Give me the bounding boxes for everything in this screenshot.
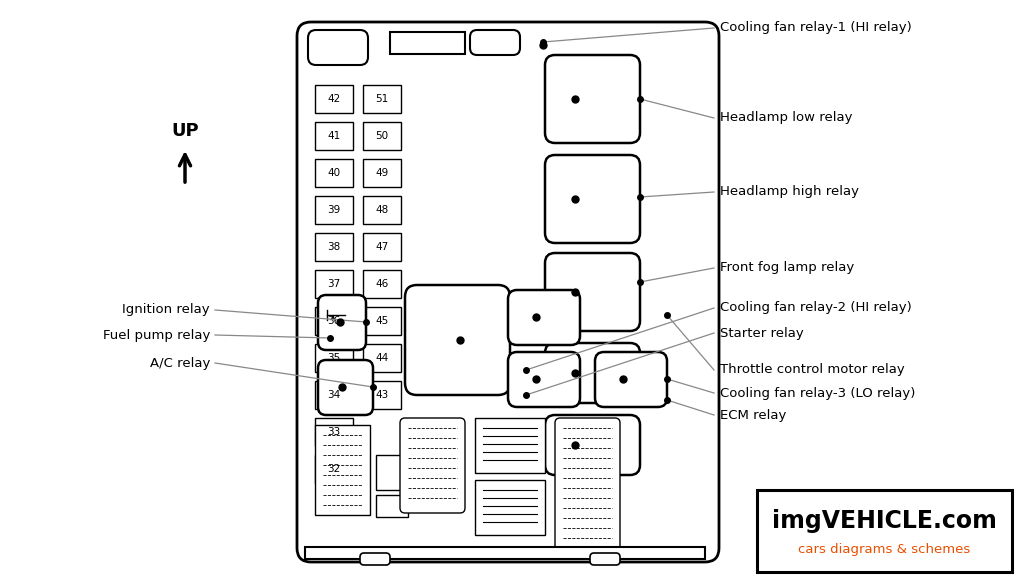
Text: 36: 36 bbox=[328, 316, 341, 326]
Bar bbox=[362, 270, 401, 298]
Text: Headlamp high relay: Headlamp high relay bbox=[720, 186, 859, 198]
Text: imgVEHICLE.com: imgVEHICLE.com bbox=[772, 509, 997, 533]
Text: ECM relay: ECM relay bbox=[720, 408, 786, 422]
Text: 50: 50 bbox=[376, 131, 388, 141]
FancyBboxPatch shape bbox=[555, 418, 620, 553]
Text: Throttle control motor relay: Throttle control motor relay bbox=[720, 364, 905, 376]
Text: Fuel pump relay: Fuel pump relay bbox=[102, 328, 210, 342]
FancyBboxPatch shape bbox=[318, 295, 366, 350]
Bar bbox=[376, 495, 408, 517]
FancyBboxPatch shape bbox=[308, 30, 368, 65]
FancyBboxPatch shape bbox=[508, 352, 580, 407]
Text: 44: 44 bbox=[376, 353, 389, 363]
FancyBboxPatch shape bbox=[406, 285, 510, 395]
Bar bbox=[315, 122, 353, 150]
Text: 45: 45 bbox=[376, 316, 389, 326]
Bar bbox=[475, 418, 545, 473]
Text: 47: 47 bbox=[376, 242, 389, 252]
Text: 39: 39 bbox=[328, 205, 341, 215]
Bar bbox=[315, 196, 353, 224]
Text: Starter relay: Starter relay bbox=[720, 327, 804, 339]
FancyBboxPatch shape bbox=[297, 22, 719, 562]
FancyBboxPatch shape bbox=[508, 290, 580, 345]
Bar bbox=[362, 122, 401, 150]
FancyBboxPatch shape bbox=[360, 553, 390, 565]
Text: 46: 46 bbox=[376, 279, 389, 289]
Text: 42: 42 bbox=[328, 94, 341, 104]
Text: Ignition relay: Ignition relay bbox=[123, 303, 210, 317]
FancyBboxPatch shape bbox=[545, 155, 640, 243]
Bar bbox=[362, 196, 401, 224]
Bar bbox=[315, 233, 353, 261]
Text: Front fog lamp relay: Front fog lamp relay bbox=[720, 262, 854, 274]
Text: A/C relay: A/C relay bbox=[150, 357, 210, 369]
Text: 40: 40 bbox=[328, 168, 341, 178]
Text: 49: 49 bbox=[376, 168, 389, 178]
Bar bbox=[362, 381, 401, 409]
Text: 33: 33 bbox=[328, 427, 341, 437]
FancyBboxPatch shape bbox=[318, 360, 373, 415]
Bar bbox=[315, 159, 353, 187]
Bar bbox=[315, 425, 370, 515]
Bar bbox=[362, 85, 401, 113]
Text: 37: 37 bbox=[328, 279, 341, 289]
FancyBboxPatch shape bbox=[400, 418, 465, 513]
Text: 34: 34 bbox=[328, 390, 341, 400]
Bar bbox=[362, 233, 401, 261]
Text: Cooling fan relay-1 (HI relay): Cooling fan relay-1 (HI relay) bbox=[720, 21, 911, 34]
Text: cars diagrams & schemes: cars diagrams & schemes bbox=[799, 542, 971, 556]
Bar bbox=[315, 418, 353, 446]
Text: 48: 48 bbox=[376, 205, 389, 215]
Bar bbox=[757, 490, 1012, 572]
FancyBboxPatch shape bbox=[545, 343, 640, 403]
FancyBboxPatch shape bbox=[545, 55, 640, 143]
Bar bbox=[315, 455, 353, 483]
FancyBboxPatch shape bbox=[545, 253, 640, 331]
Text: Cooling fan relay-3 (LO relay): Cooling fan relay-3 (LO relay) bbox=[720, 386, 915, 400]
Text: 38: 38 bbox=[328, 242, 341, 252]
Bar bbox=[475, 480, 545, 535]
Bar bbox=[315, 344, 353, 372]
FancyBboxPatch shape bbox=[545, 415, 640, 475]
Text: Cooling fan relay-2 (HI relay): Cooling fan relay-2 (HI relay) bbox=[720, 302, 911, 314]
Bar bbox=[315, 307, 353, 335]
Bar bbox=[315, 270, 353, 298]
Bar bbox=[362, 344, 401, 372]
Bar bbox=[362, 307, 401, 335]
Text: 43: 43 bbox=[376, 390, 389, 400]
FancyBboxPatch shape bbox=[590, 553, 620, 565]
Text: 41: 41 bbox=[328, 131, 341, 141]
FancyBboxPatch shape bbox=[470, 30, 520, 55]
Bar bbox=[315, 85, 353, 113]
Bar bbox=[315, 381, 353, 409]
Text: 35: 35 bbox=[328, 353, 341, 363]
Text: 32: 32 bbox=[328, 464, 341, 474]
Bar bbox=[376, 455, 408, 490]
Text: UP: UP bbox=[171, 122, 199, 140]
Text: Headlamp low relay: Headlamp low relay bbox=[720, 111, 853, 125]
Text: 51: 51 bbox=[376, 94, 389, 104]
Bar bbox=[362, 159, 401, 187]
FancyBboxPatch shape bbox=[595, 352, 667, 407]
Bar bbox=[390, 32, 465, 54]
Bar bbox=[305, 547, 705, 559]
